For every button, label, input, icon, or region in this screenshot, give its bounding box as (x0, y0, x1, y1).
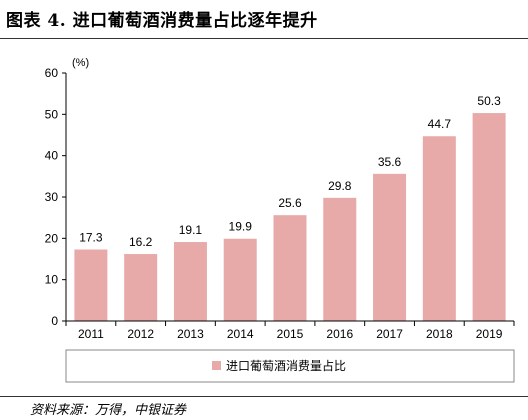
y-unit-label: (%) (72, 57, 89, 69)
bar-value-label: 44.7 (428, 117, 452, 131)
bar-value-label: 35.6 (378, 155, 402, 169)
title-rule (0, 38, 528, 39)
bar-chart: (%) 0 10 20 30 40 50 60 17.3 16.2 19.1 19.9 25.6 29… (45, 57, 515, 383)
bar-value-label: 50.3 (477, 94, 501, 108)
bar (373, 173, 407, 321)
bar (223, 238, 257, 321)
bar-value-label: 19.1 (179, 223, 203, 237)
bar-value-label: 17.3 (79, 230, 103, 244)
bar (422, 136, 456, 321)
x-tick-label: 2017 (376, 327, 403, 341)
legend-label: 进口葡萄酒消费量占比 (226, 358, 346, 373)
y-tick-label: 20 (45, 231, 59, 245)
bar-value-label: 19.9 (229, 220, 253, 234)
x-tick-label: 2018 (426, 327, 453, 341)
x-tick-label: 2011 (78, 327, 104, 341)
legend-swatch (212, 361, 221, 370)
y-tick-label: 60 (45, 66, 59, 80)
bar-value-label: 29.8 (328, 179, 352, 193)
bar (124, 254, 158, 321)
bar (173, 242, 207, 321)
chart-title: 图表 4. 进口葡萄酒消费量占比逐年提升 (6, 11, 318, 31)
bars: 17.3 16.2 19.1 19.9 25.6 29.8 35.6 44.7 50.3 (74, 94, 506, 322)
source-note: 资料来源：万得，中银证券 (30, 403, 187, 418)
x-tick-label: 2015 (277, 327, 304, 341)
source-rule (0, 396, 528, 397)
x-tick-label: 2014 (227, 327, 254, 341)
legend-frame (65, 349, 515, 383)
y-tick-label: 40 (45, 149, 59, 163)
x-tick-label: 2013 (177, 327, 204, 341)
y-tick-label: 50 (45, 107, 59, 121)
y-tick-label: 10 (45, 273, 59, 287)
y-axis: 0 10 20 30 40 50 60 (45, 66, 67, 328)
bar (74, 249, 108, 321)
legend: 进口葡萄酒消费量占比 (65, 349, 515, 383)
y-tick-label: 30 (45, 190, 59, 204)
bar (273, 215, 307, 321)
y-tick-label: 0 (51, 314, 58, 328)
x-tick-label: 2012 (127, 327, 154, 341)
bar-value-label: 16.2 (129, 235, 153, 249)
x-tick-label: 2016 (326, 327, 353, 341)
x-axis: 2011 2012 2013 2014 2015 2016 2017 2018 2019 (65, 320, 515, 341)
bar-value-label: 25.6 (278, 196, 302, 210)
bar (323, 197, 357, 321)
bar (472, 113, 506, 322)
x-tick-label: 2019 (476, 327, 503, 341)
